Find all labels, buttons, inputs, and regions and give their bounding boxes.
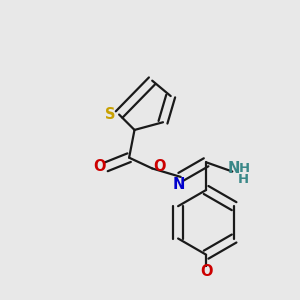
Text: N: N — [228, 161, 240, 176]
Text: N: N — [173, 177, 185, 192]
Text: O: O — [153, 159, 165, 174]
Text: H: H — [239, 162, 250, 175]
Text: H: H — [238, 173, 249, 186]
Text: O: O — [93, 159, 105, 174]
Text: S: S — [105, 107, 115, 122]
Text: O: O — [200, 264, 212, 279]
